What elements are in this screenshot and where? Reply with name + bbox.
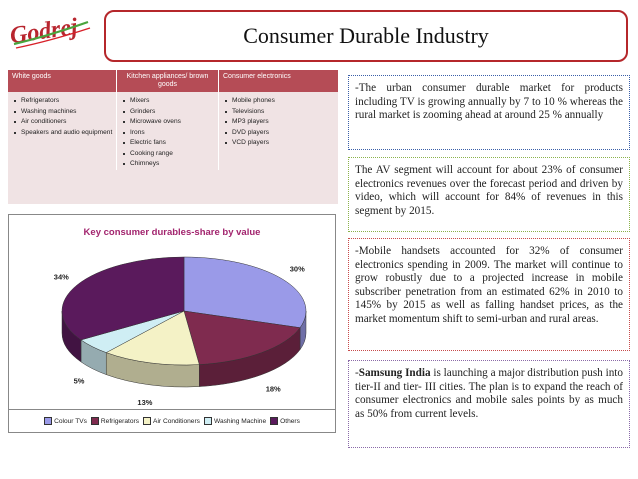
- product-categories-table: White goods Kitchen appliances/ brown go…: [8, 70, 338, 204]
- slide-title-box: Consumer Durable Industry: [104, 10, 628, 62]
- legend-item-washing-machine: Washing Machine: [203, 417, 267, 425]
- legend-swatch: [270, 417, 279, 425]
- legend-item-refrigerators: Refrigerators: [90, 417, 140, 425]
- list-item: VCD players: [225, 138, 336, 149]
- column-consumer-electronics: Mobile phones Televisions MP3 players DV…: [218, 92, 338, 170]
- legend-item-air-conditioners: Air Conditioners: [143, 417, 200, 425]
- list-item: Electric fans: [123, 138, 216, 149]
- pie-chart-svg: Key consumer durables-share by value 30%…: [54, 227, 307, 407]
- column-white-goods: Refrigerators Washing machines Air condi…: [8, 92, 116, 170]
- header-kitchen-appliances: Kitchen appliances/ brown goods: [116, 70, 218, 92]
- legend-label: Others: [280, 417, 300, 425]
- list-item: Mobile phones: [225, 96, 336, 107]
- legend-item-colour-tvs: Colour TVs: [44, 417, 87, 425]
- list-item: Irons: [123, 128, 216, 139]
- list-item: Refrigerators: [14, 96, 114, 107]
- list-item: Mixers: [123, 96, 216, 107]
- text-box-samsung-prefix: -: [355, 367, 359, 379]
- text-box-mobile-handsets: -Mobile handsets accounted for 32% of co…: [348, 238, 630, 351]
- list-item: Microwave ovens: [123, 117, 216, 128]
- text-box-samsung: -Samsung India is launching a major dist…: [348, 360, 630, 448]
- legend-label: Air Conditioners: [153, 417, 200, 425]
- text-box-samsung-bold: Samsung India: [358, 367, 431, 379]
- pie-label-colour-tvs: 30%: [290, 265, 305, 274]
- list-item: Washing machines: [14, 107, 114, 118]
- text-box-av-segment-text: The AV segment will account for about 23…: [355, 164, 623, 217]
- slide-title: Consumer Durable Industry: [243, 23, 489, 48]
- list-item: Cooking range: [123, 149, 216, 160]
- list-item: DVD players: [225, 128, 336, 139]
- header-white-goods: White goods: [12, 73, 51, 80]
- text-box-urban-market: -The urban consumer durable market for p…: [348, 75, 630, 150]
- text-box-urban-market-text: -The urban consumer durable market for p…: [355, 82, 623, 122]
- pie-slice-others: [61, 256, 185, 341]
- legend-swatch: [44, 417, 53, 425]
- legend-swatch: [90, 417, 99, 425]
- legend-label: Colour TVs: [54, 417, 87, 425]
- pie-slice-colour-tvs: [183, 256, 307, 328]
- pie-label-refrigerators: 18%: [266, 384, 281, 393]
- list-item: Speakers and audio equipment: [14, 128, 114, 139]
- chart-legend: Colour TVs Refrigerators Air Conditioners W…: [8, 409, 336, 433]
- list-item: Air conditioners: [14, 117, 114, 128]
- legend-swatch: [143, 417, 152, 425]
- legend-label: Refrigerators: [100, 417, 140, 425]
- pie-slice-air-conditioners: [105, 310, 200, 366]
- list-item: MP3 players: [225, 117, 336, 128]
- text-box-samsung-text: is launching a major distribution push i…: [355, 367, 623, 420]
- godrej-logo: Godrej: [8, 8, 94, 54]
- list-item: Grinders: [123, 107, 216, 118]
- legend-label: Washing Machine: [213, 417, 267, 425]
- legend-swatch: [203, 417, 212, 425]
- pie-chart: Key consumer durables-share by value 30%…: [8, 214, 336, 430]
- legend-item-others: Others: [270, 417, 300, 425]
- pie-label-others: 34%: [54, 272, 69, 281]
- table-header: White goods Kitchen appliances/ brown go…: [8, 70, 338, 92]
- text-box-mobile-handsets-text: -Mobile handsets accounted for 32% of co…: [355, 245, 623, 325]
- pie-label-washing-machine: 5%: [74, 377, 85, 386]
- column-kitchen-appliances: Mixers Grinders Microwave ovens Irons El…: [116, 92, 218, 170]
- list-item: Chimneys: [123, 159, 216, 170]
- list-item: Televisions: [225, 107, 336, 118]
- pie-slice-refrigerators: [183, 310, 301, 365]
- chart-title: Key consumer durables-share by value: [84, 227, 261, 238]
- header-consumer-electronics: Consumer electronics: [218, 70, 338, 92]
- pie-label-air-conditioners: 13%: [137, 398, 152, 407]
- text-box-av-segment: The AV segment will account for about 23…: [348, 157, 630, 232]
